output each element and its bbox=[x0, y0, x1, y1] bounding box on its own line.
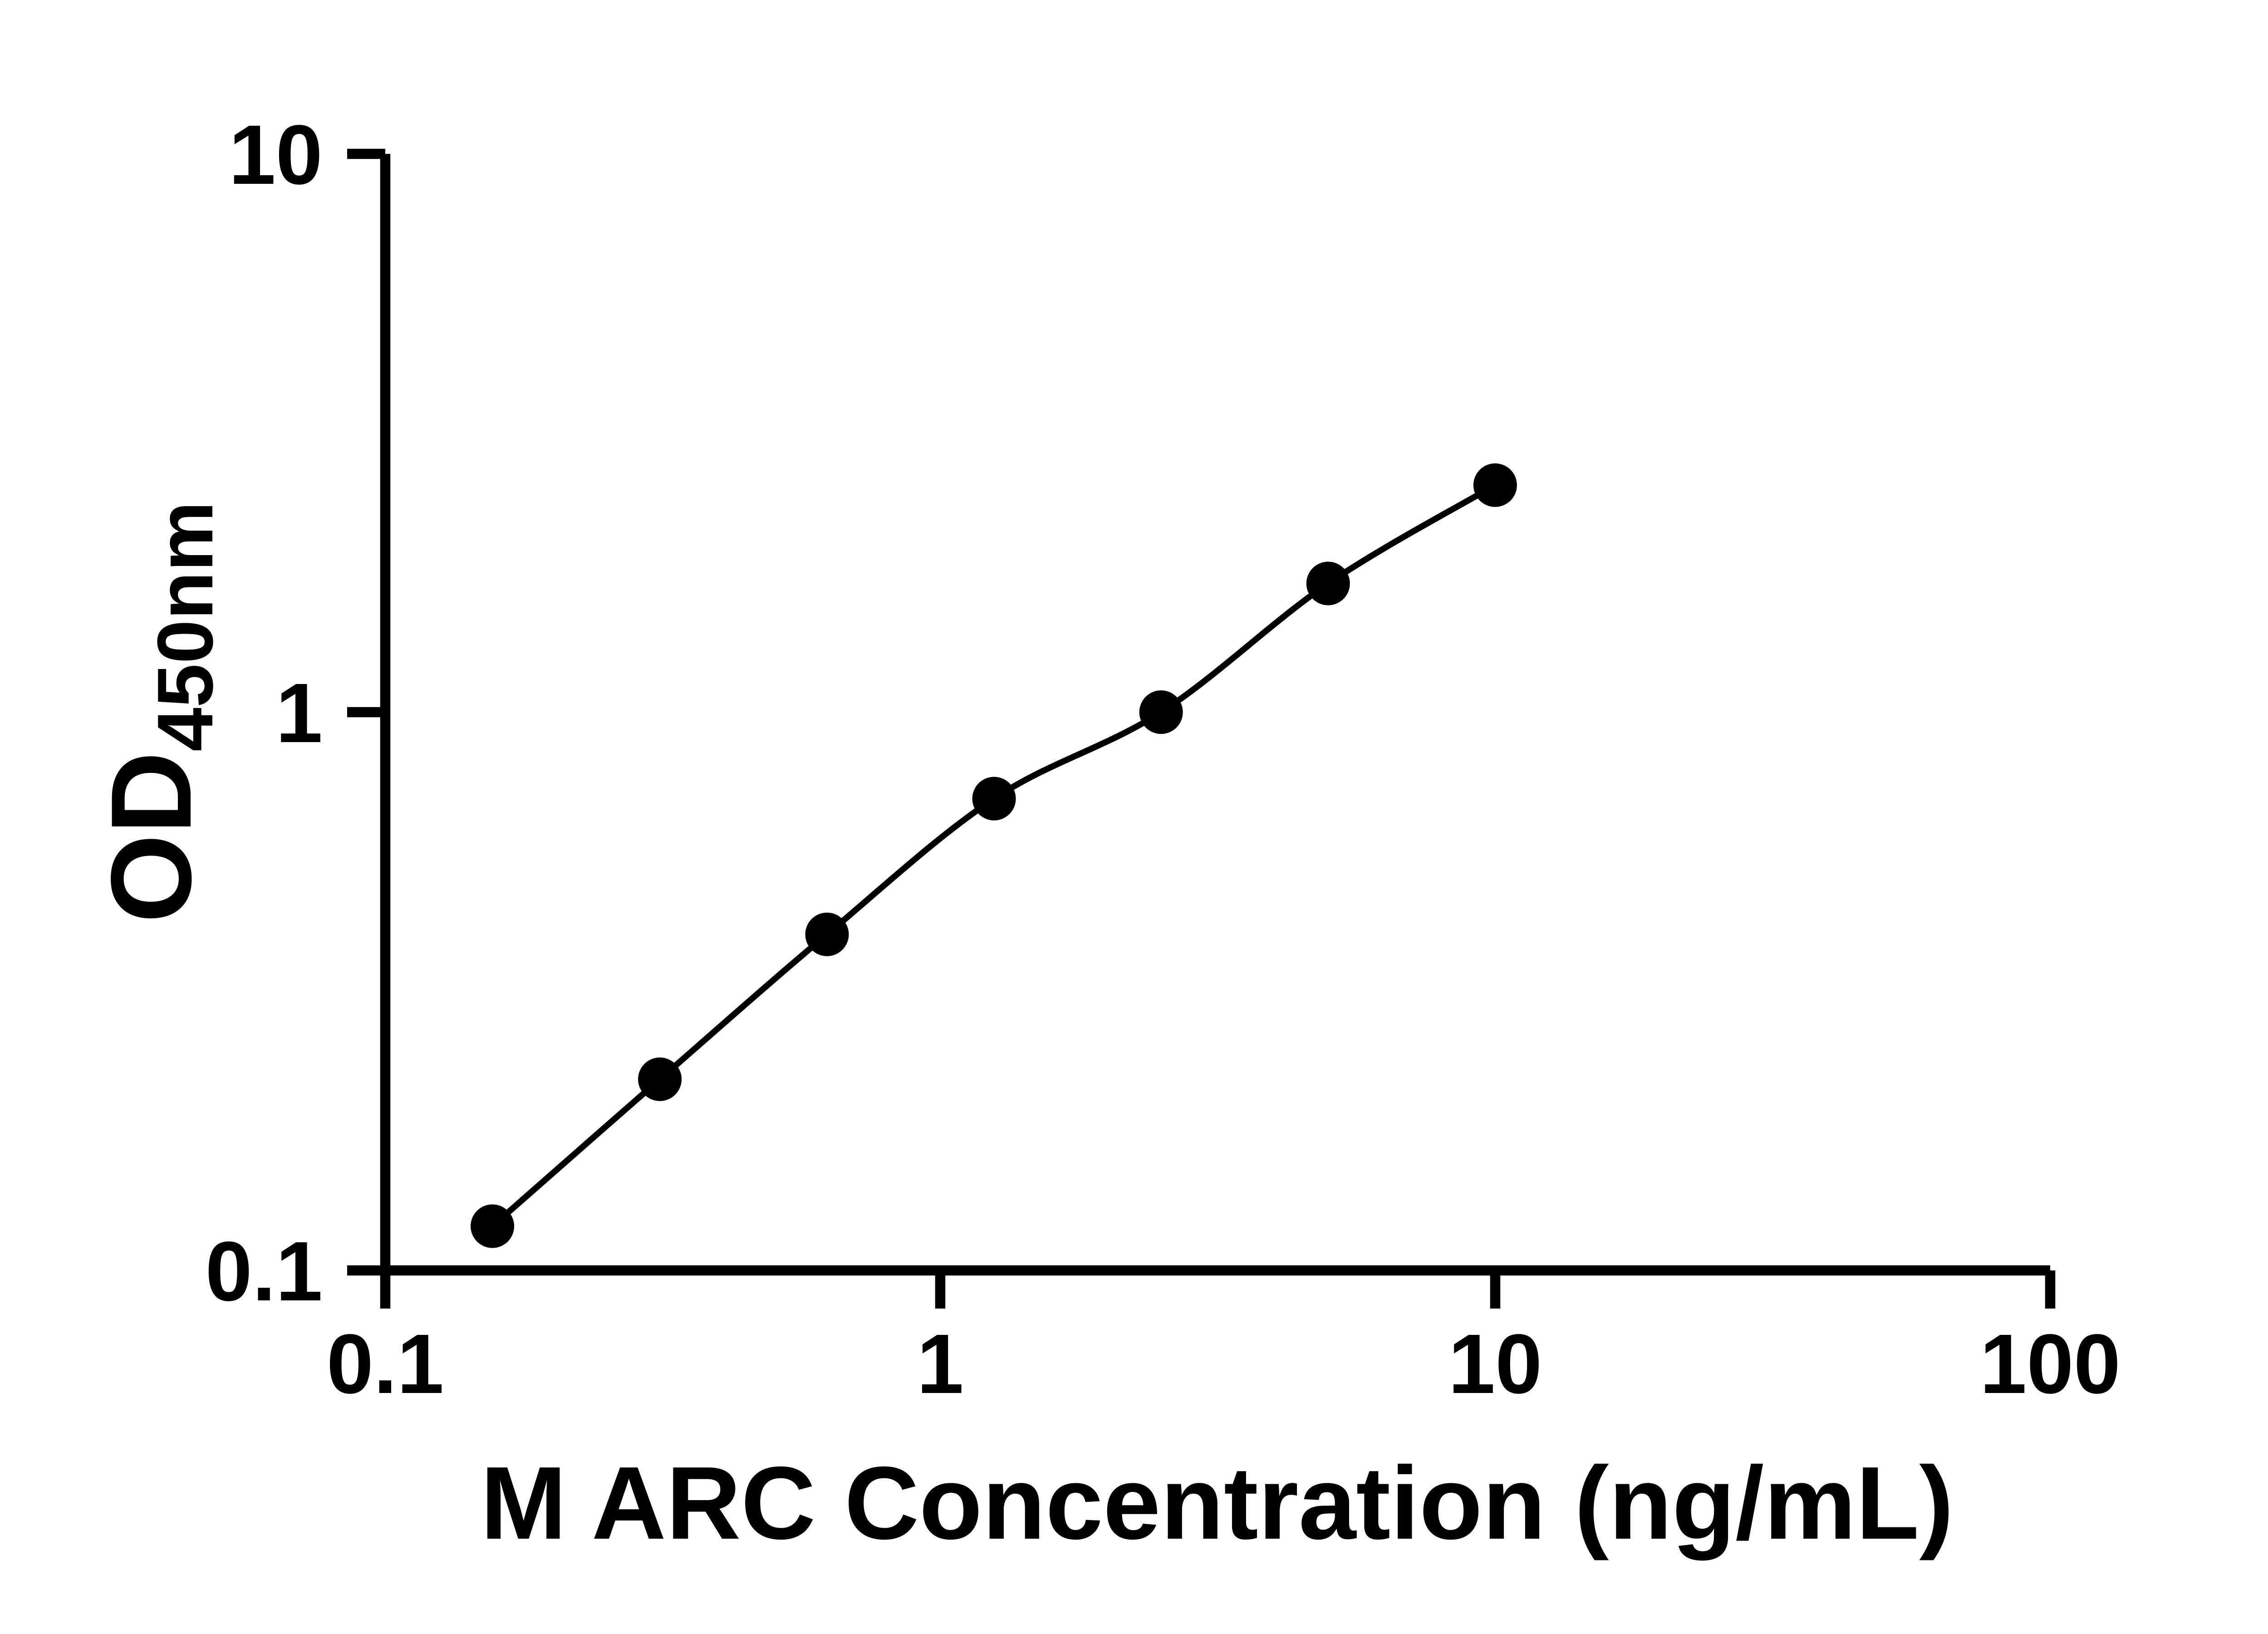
x-axis-title: M ARC Concentration (ng/mL) bbox=[481, 1446, 1954, 1561]
x-tick-label: 100 bbox=[1980, 1317, 2121, 1411]
y-tick-label: 10 bbox=[229, 108, 323, 202]
y-axis-title-subscript: 450nm bbox=[141, 501, 229, 751]
y-tick-label: 1 bbox=[276, 666, 323, 760]
plot-area: 0.1 1 10 100 0.1 1 10 bbox=[205, 108, 2121, 1411]
data-point bbox=[972, 777, 1016, 821]
y-tick-label: 0.1 bbox=[205, 1225, 323, 1319]
x-tick-label: 0.1 bbox=[327, 1317, 444, 1411]
data-point bbox=[471, 1204, 515, 1248]
data-point bbox=[1306, 561, 1350, 605]
x-tick-label: 1 bbox=[917, 1317, 963, 1411]
y-axis-title-main: OD bbox=[88, 752, 215, 923]
y-axis-title: OD450nm bbox=[88, 501, 229, 923]
data-point bbox=[638, 1057, 682, 1101]
x-tick-label: 10 bbox=[1448, 1317, 1542, 1411]
data-point bbox=[1139, 690, 1183, 734]
data-point bbox=[805, 912, 849, 956]
data-point bbox=[1473, 463, 1517, 507]
